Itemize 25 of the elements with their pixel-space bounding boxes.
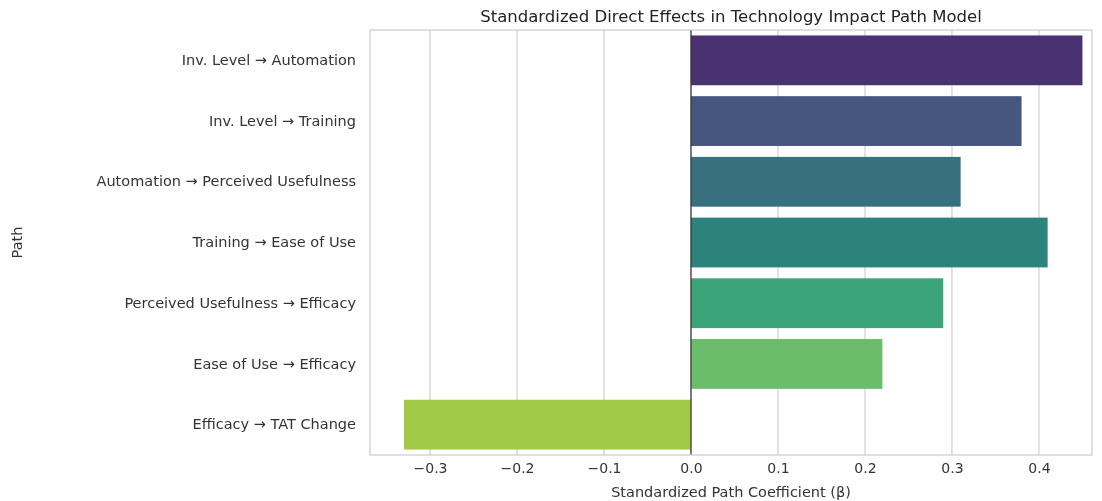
y-tick-label: Automation → Perceived Usefulness: [96, 173, 356, 190]
bar: [690, 156, 961, 207]
y-tick-label: Ease of Use → Efficacy: [193, 355, 357, 372]
chart-title: Standardized Direct Effects in Technology Impact Path Model: [480, 7, 982, 26]
y-tick-label: Efficacy → TAT Change: [192, 416, 357, 433]
text: 0.2: [854, 459, 877, 476]
x-tick-label: −0.2: [500, 459, 535, 476]
y-axis-title: Path: [9, 226, 25, 259]
text: 0.4: [1028, 459, 1051, 476]
text: 0.3: [941, 459, 964, 476]
bar: [690, 96, 1022, 146]
y-tick-label: Training → Ease of Use: [191, 234, 357, 251]
y-tick-label: Inv. Level → Automation: [181, 52, 356, 68]
y-tick-label: Inv. Level → Training: [209, 112, 356, 129]
x-tick-label: −0.3: [413, 459, 448, 476]
bar: [403, 399, 691, 450]
text: 0.0: [680, 459, 703, 476]
bar: [690, 217, 1048, 268]
bar: [690, 339, 883, 389]
bar: [690, 35, 1083, 86]
bar: [690, 278, 944, 329]
x-tick-label: −0.1: [587, 459, 622, 476]
text: 0.1: [767, 459, 790, 476]
x-axis-title: Standardized Path Coefficient (β): [611, 484, 851, 500]
y-tick-label: Perceived Usefulness → Efficacy: [124, 294, 357, 311]
